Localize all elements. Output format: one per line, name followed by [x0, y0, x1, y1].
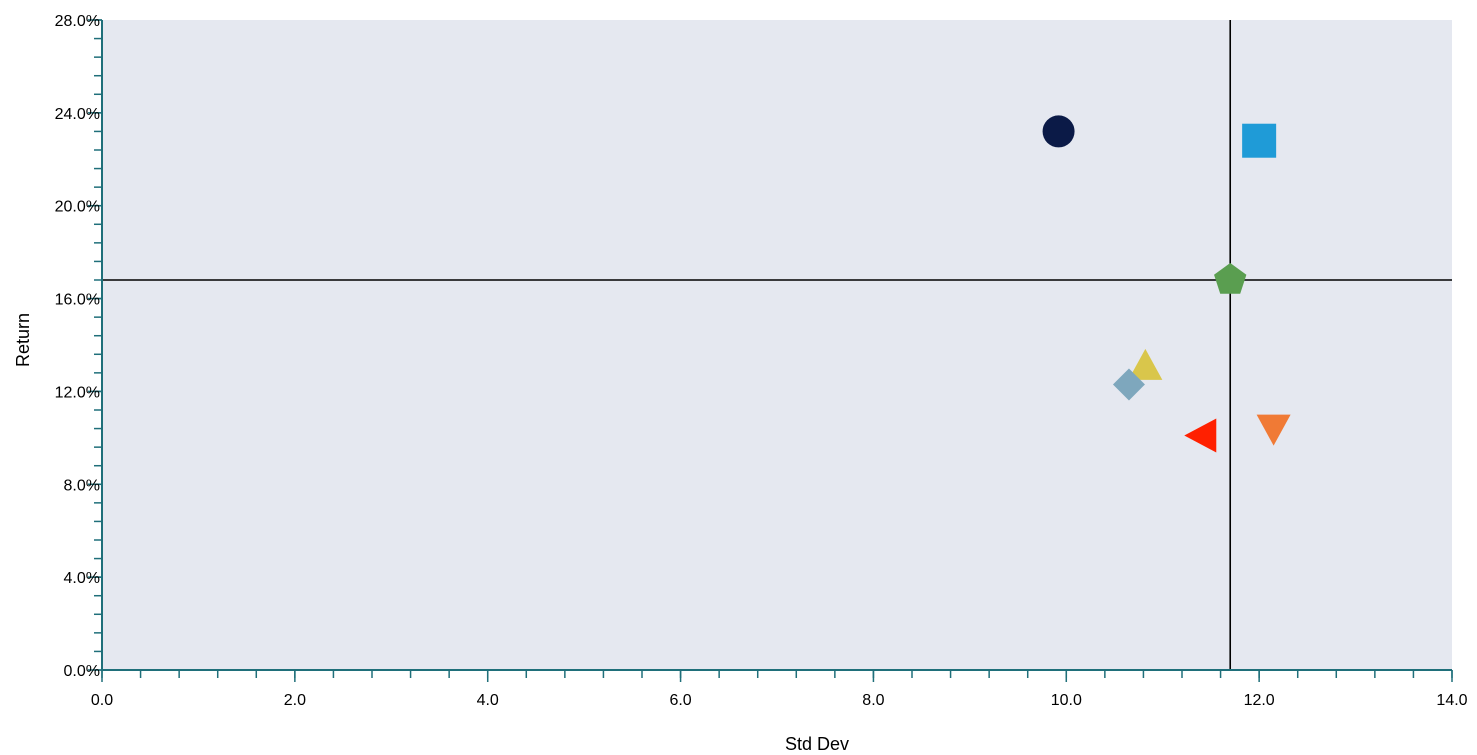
y-tick-label: 8.0% [64, 477, 100, 494]
data-point-triangle-down [1256, 414, 1291, 446]
x-tick-label: 10.0 [1051, 692, 1082, 709]
x-axis-title: Std Dev [785, 734, 849, 754]
x-tick-label: 0.0 [91, 692, 113, 709]
y-axis-title: Return [13, 313, 33, 367]
x-axis: 0.0 2.0 4.0 6.0 8.0 10.0 12.0 14.0 [91, 669, 1468, 709]
y-axis: 0.0% 4.0% 8.0% 12.0% 16.0% 20.0% 24.0% 28.0% [55, 13, 103, 680]
y-tick-label: 24.0% [55, 106, 100, 123]
data-point-triangle-up [1128, 348, 1163, 380]
y-tick-label: 28.0% [55, 13, 100, 30]
x-tick-label: 4.0 [477, 692, 499, 709]
x-tick-label: 12.0 [1244, 692, 1275, 709]
data-point-circle [1042, 115, 1075, 148]
x-tick-label: 8.0 [862, 692, 884, 709]
x-tick-label: 14.0 [1436, 692, 1467, 709]
y-tick-label: 12.0% [55, 384, 100, 401]
data-point-square [1242, 123, 1277, 158]
y-tick-label: 16.0% [55, 292, 100, 309]
y-tick-label: 20.0% [55, 199, 100, 216]
data-point-diamond [1112, 368, 1145, 401]
x-tick-label: 6.0 [669, 692, 691, 709]
data-point-triangle-left [1184, 418, 1217, 453]
y-tick-label: 0.0% [64, 663, 100, 680]
data-point-pentagon [1214, 263, 1247, 294]
y-tick-label: 4.0% [64, 570, 100, 587]
plot-area-background [102, 20, 1452, 670]
x-tick-label: 2.0 [284, 692, 306, 709]
data-points [1042, 115, 1291, 453]
